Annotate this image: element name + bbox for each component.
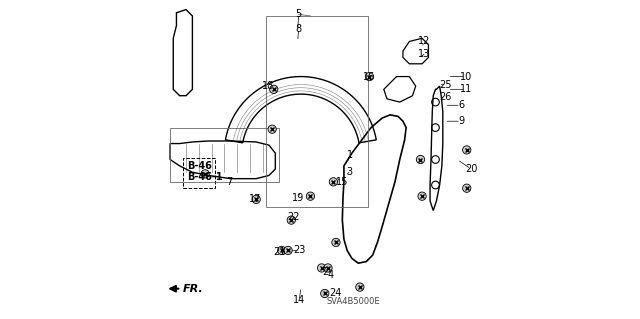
Circle shape: [324, 264, 332, 272]
Text: 10: 10: [460, 71, 472, 82]
Text: 25: 25: [439, 79, 452, 90]
Circle shape: [287, 216, 296, 224]
Circle shape: [269, 85, 278, 93]
Text: 18: 18: [262, 81, 275, 91]
Circle shape: [201, 170, 209, 178]
Text: SVA4B5000E: SVA4B5000E: [326, 297, 380, 306]
Circle shape: [463, 146, 471, 154]
Circle shape: [365, 72, 374, 81]
Text: 4: 4: [328, 270, 333, 280]
Text: 16: 16: [363, 71, 375, 82]
Text: 6: 6: [458, 100, 464, 110]
Text: B-46: B-46: [187, 161, 212, 171]
Text: 24: 24: [329, 288, 341, 299]
Circle shape: [463, 184, 471, 192]
Text: 15: 15: [335, 177, 348, 187]
Text: 23: 23: [293, 245, 306, 256]
Text: 9: 9: [458, 116, 464, 126]
Text: B-46-1: B-46-1: [187, 172, 222, 182]
Text: 22: 22: [287, 212, 300, 222]
Circle shape: [417, 155, 424, 164]
Text: 20: 20: [465, 164, 477, 174]
Circle shape: [307, 192, 315, 200]
Circle shape: [278, 246, 286, 255]
Circle shape: [317, 264, 326, 272]
Text: 19: 19: [292, 193, 305, 203]
Text: 26: 26: [439, 92, 452, 102]
Circle shape: [356, 283, 364, 291]
Text: 17: 17: [250, 194, 262, 204]
Text: 13: 13: [418, 49, 430, 59]
Text: 12: 12: [418, 36, 430, 47]
Text: 1: 1: [348, 150, 353, 160]
Text: 5: 5: [296, 9, 301, 19]
Circle shape: [284, 246, 292, 255]
Text: 2: 2: [323, 267, 329, 277]
Circle shape: [329, 178, 337, 186]
Circle shape: [252, 195, 260, 204]
Text: 14: 14: [293, 295, 305, 306]
Text: FR.: FR.: [183, 284, 204, 294]
Text: 8: 8: [296, 24, 301, 34]
Text: 11: 11: [460, 84, 472, 94]
Text: 7: 7: [226, 177, 232, 187]
Circle shape: [321, 289, 329, 298]
Circle shape: [268, 125, 276, 133]
Text: 3: 3: [346, 167, 352, 177]
Circle shape: [418, 192, 426, 200]
Text: 21: 21: [274, 247, 286, 257]
Circle shape: [332, 238, 340, 247]
